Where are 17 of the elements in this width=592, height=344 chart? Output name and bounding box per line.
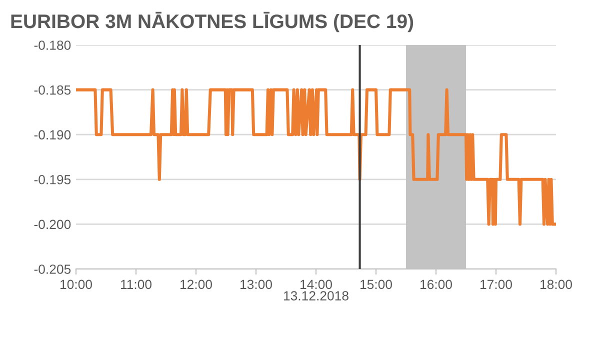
y-tick-label: -0.190	[34, 130, 71, 140]
x-tick-label: 14:00 13.12.2018	[284, 280, 348, 300]
x-tick-label: 11:00	[120, 280, 152, 290]
x-tick-label: 17:00	[480, 280, 512, 290]
y-tick-label: -0.185	[34, 85, 71, 95]
y-tick-label: -0.205	[34, 264, 71, 274]
x-tick-label: 15:00	[360, 280, 392, 290]
x-tick-label: 12:00	[180, 280, 212, 290]
x-tick-label: 16:00	[420, 280, 452, 290]
chart-title: EURIBOR 3M NĀKOTNES LĪGUMS (DEC 19)	[11, 12, 414, 32]
line-series	[76, 88, 556, 226]
y-tick-label: -0.180	[34, 40, 71, 50]
y-tick-label: -0.195	[34, 174, 71, 184]
y-tick-label: -0.200	[34, 220, 71, 230]
x-tick-label: 10:00	[60, 280, 92, 290]
x-tick-label: 18:00	[540, 280, 572, 290]
x-tick-label: 13:00	[240, 280, 272, 290]
